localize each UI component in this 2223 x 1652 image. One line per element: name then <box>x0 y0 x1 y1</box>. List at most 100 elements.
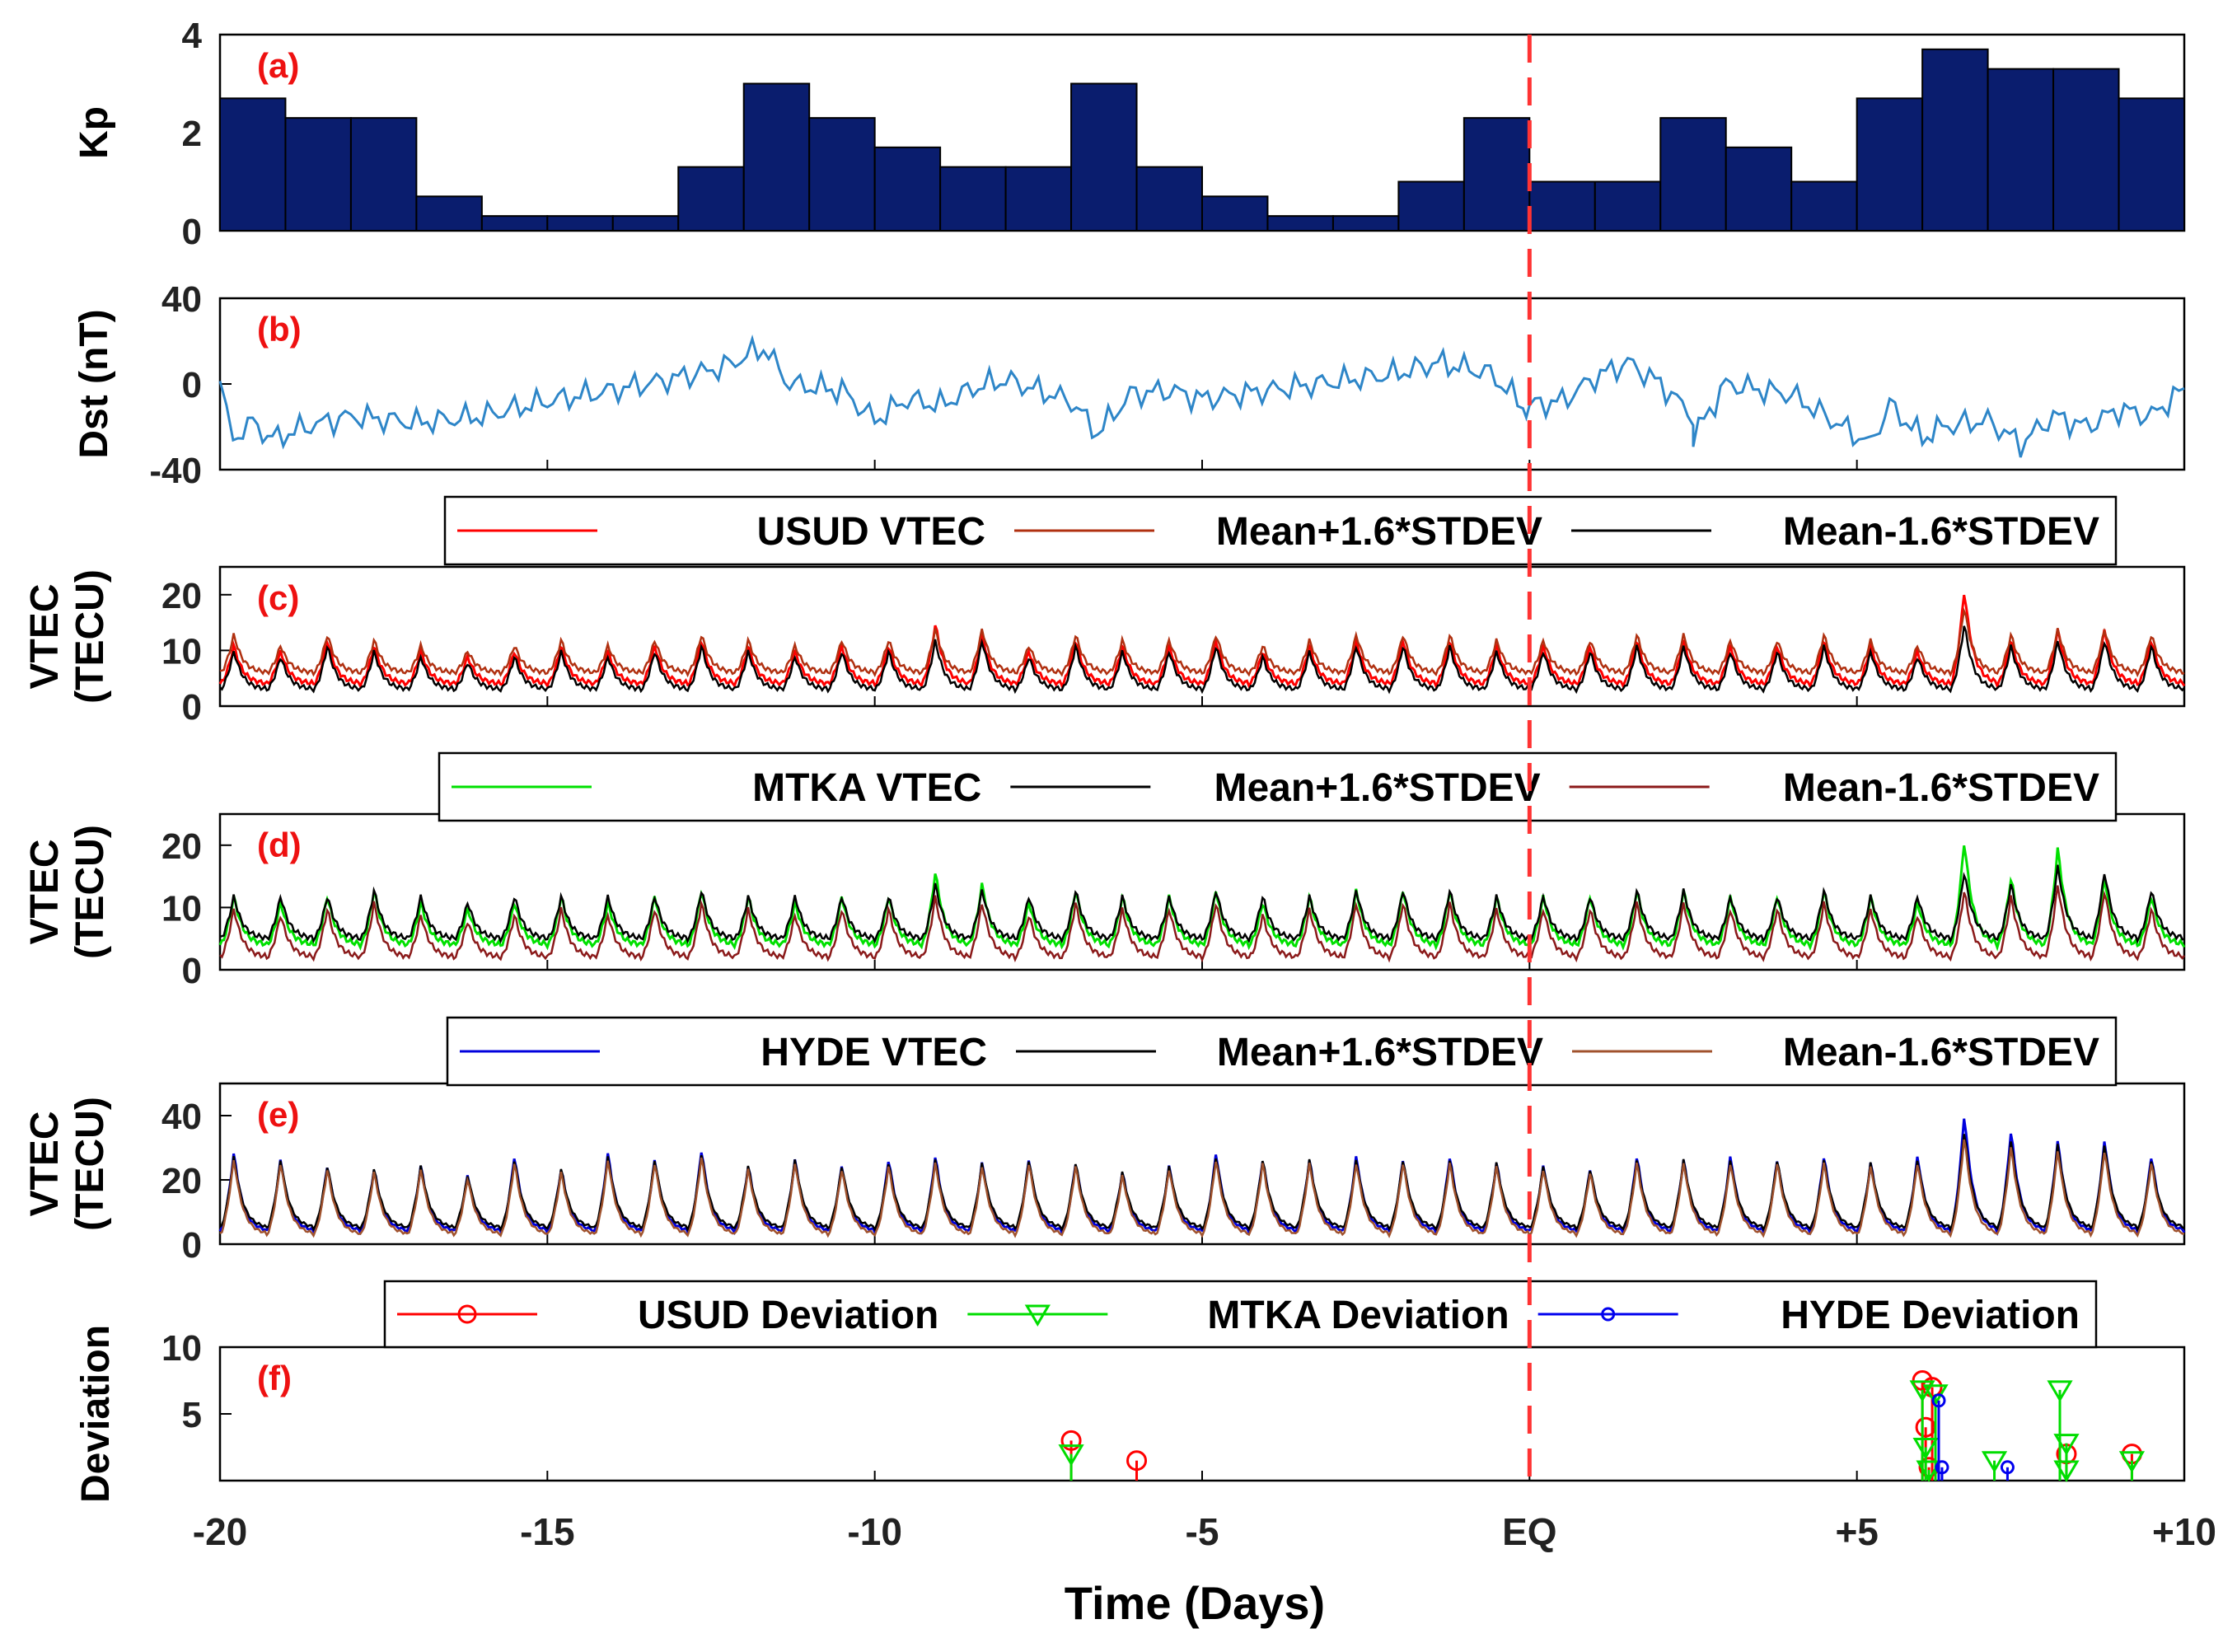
series-line-mean-1-6-stdev <box>219 1139 2185 1238</box>
y-axis-label-line2: (TECU) <box>68 569 112 704</box>
deviation-marker-triangle <box>2047 1380 2073 1402</box>
kp-bar <box>808 117 876 232</box>
kp-bar <box>1921 48 1989 232</box>
deviation-marker-circle <box>1935 1460 1949 1475</box>
y-tick-label: 10 <box>161 888 202 929</box>
kp-bar <box>1528 180 1596 232</box>
kp-bar <box>1659 117 1727 232</box>
legend-box <box>438 751 2118 822</box>
legend-f: USUD Deviation MTKA Deviation HYDE Deviati… <box>383 1280 2098 1349</box>
legend-marker <box>457 1304 477 1324</box>
y-axis-label: Deviation <box>74 1325 118 1503</box>
series-line-mtka-vtec <box>218 845 2186 952</box>
kp-bar <box>611 215 680 232</box>
legend-label: USUD VTEC <box>757 510 985 554</box>
legend-label: Mean-1.6*STDEV <box>1783 766 2099 810</box>
y-tick-label: 0 <box>182 365 202 405</box>
series-line-usud-vtec <box>218 594 2186 690</box>
kp-bar <box>480 215 549 232</box>
deviation-marker-circle <box>1126 1450 1148 1472</box>
y-tick-label: 0 <box>182 212 202 252</box>
kp-bar <box>1070 82 1138 232</box>
panel-letter: (e) <box>257 1095 299 1134</box>
y-tick-label: 4 <box>182 16 203 56</box>
legend-label: Mean+1.6*STDEV <box>1216 510 1542 554</box>
legend-marker <box>1601 1307 1616 1322</box>
y-tick-label: 10 <box>161 631 202 672</box>
panel-c: 0 10 20 (c) VTEC (TECU) <box>23 565 2186 728</box>
kp-bar <box>349 117 418 232</box>
kp-bar <box>2052 68 2120 232</box>
y-tick-label: 0 <box>182 687 202 728</box>
x-tick-label: +10 <box>2152 1510 2216 1553</box>
y-tick-label: 2 <box>182 114 202 154</box>
y-tick-label: 20 <box>161 826 202 867</box>
panel-a: 0 2 4 (a) Kp <box>73 16 2186 252</box>
y-axis-label-line2: (TECU) <box>68 825 112 959</box>
y-axis-label: Kp <box>73 106 116 159</box>
y-tick-label: 20 <box>161 576 202 616</box>
kp-bar <box>1201 195 1269 232</box>
legend-label: Mean+1.6*STDEV <box>1214 766 1540 810</box>
kp-bar <box>1004 166 1073 232</box>
x-tick-label: -15 <box>520 1510 574 1553</box>
series-line-mean-1-6-stdev <box>219 864 2185 944</box>
panel-letter: (f) <box>257 1359 292 1397</box>
y-axis-label-line1: VTEC <box>23 839 67 944</box>
dst-series-line <box>218 335 2185 458</box>
legend-e: HYDE VTEC Mean+1.6*STDEV Mean-1.6*STDEV <box>446 1016 2118 1087</box>
series-line-mean-1-6-stdev <box>219 606 2185 678</box>
plot-frame <box>218 812 2186 971</box>
plot-frame <box>218 1345 2186 1482</box>
y-axis-label-line1: VTEC <box>23 1111 67 1216</box>
x-tick-label: EQ <box>1502 1510 1556 1553</box>
legend-label: HYDE VTEC <box>760 1031 987 1074</box>
y-axis-label-line2: (TECU) <box>68 1097 112 1231</box>
deviation-marker-triangle <box>1912 1438 1939 1460</box>
kp-bar <box>742 82 811 232</box>
y-axis-label-line1: VTEC <box>23 583 67 689</box>
kp-bar <box>677 166 745 232</box>
legend-box <box>383 1280 2098 1349</box>
kp-bar <box>1725 146 1793 232</box>
y-tick-label: 40 <box>161 1097 202 1137</box>
kp-bar <box>284 117 352 232</box>
kp-bar <box>1331 215 1400 232</box>
legend-marker <box>1024 1304 1051 1327</box>
y-tick-label: 0 <box>182 1225 202 1266</box>
kp-bar <box>1790 180 1858 232</box>
legend-label: Mean-1.6*STDEV <box>1783 1031 2099 1074</box>
legend-label: HYDE Deviation <box>1781 1294 2080 1337</box>
deviation-marker-triangle <box>1981 1451 2008 1473</box>
kp-bar <box>219 97 287 232</box>
kp-bar <box>939 166 1007 232</box>
panel-letter: (d) <box>257 826 302 864</box>
y-tick-label: 10 <box>161 1328 202 1369</box>
series-line-hyde-vtec <box>218 1118 2186 1237</box>
legend-d: MTKA VTEC Mean+1.6*STDEV Mean-1.6*STDEV <box>438 751 2118 822</box>
deviation-marker-circle <box>1931 1393 1946 1408</box>
panel-letter: (c) <box>257 578 299 617</box>
kp-bar <box>1135 166 1203 232</box>
panel-letter: (b) <box>257 310 302 349</box>
panel-f: 5 10 (f) Deviation -20 -15 -10 -5 EQ +5 +10 <box>74 1325 2216 1553</box>
y-tick-label: 40 <box>161 279 202 320</box>
kp-bar <box>1856 97 1924 232</box>
y-tick-label: 5 <box>182 1395 202 1435</box>
kp-bar <box>1594 180 1662 232</box>
y-axis-label: Dst (nT) <box>73 309 116 458</box>
deviation-marker-triangle <box>2053 1460 2080 1482</box>
legend-label: MTKA Deviation <box>1207 1294 1509 1337</box>
series-line-mean-1-6-stdev <box>219 1134 2185 1233</box>
series-line-mean-1-6-stdev <box>219 885 2186 963</box>
y-tick-label: -40 <box>149 451 202 491</box>
plot-frame <box>218 297 2186 471</box>
panel-letter: (a) <box>257 46 299 85</box>
deviation-marker-circle <box>1060 1430 1082 1451</box>
legend-box <box>446 1016 2118 1087</box>
legend-box <box>443 495 2118 566</box>
kp-bar <box>1987 68 2055 232</box>
legend-c: USUD VTEC Mean+1.6*STDEV Mean-1.6*STDEV <box>443 495 2118 566</box>
panel-b: -40 0 40 (b) Dst (nT) <box>73 279 2186 491</box>
